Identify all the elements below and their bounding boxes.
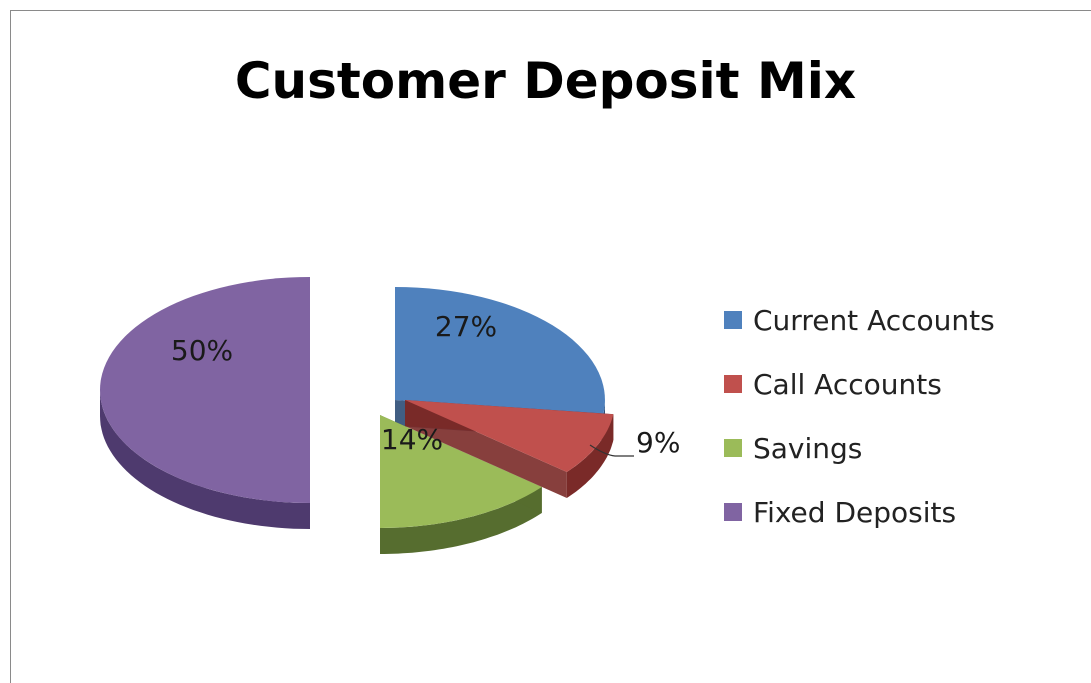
legend-swatch: [724, 311, 742, 329]
data-label: 50%: [171, 334, 233, 367]
legend-label: Fixed Deposits: [753, 495, 957, 529]
legend-item-fixed-deposits: Fixed Deposits: [724, 480, 1084, 544]
pie-slice-savings: [380, 415, 542, 554]
data-label: 14%: [381, 423, 443, 456]
legend-swatch: [724, 375, 742, 393]
legend-swatch: [724, 503, 742, 521]
slice-top: [380, 415, 542, 528]
pie-slice-fixed-deposits: [100, 277, 310, 529]
slice-side: [566, 414, 614, 498]
pie-slice-call-accounts: [405, 400, 614, 499]
slice-cut-face: [405, 400, 567, 499]
legend-item-savings: Savings: [724, 416, 1084, 480]
legend: Current Accounts Call Accounts Savings F…: [724, 288, 1084, 544]
data-label: 9%: [636, 426, 680, 459]
slice-top: [100, 277, 310, 503]
legend-label: Savings: [753, 431, 863, 465]
legend-label: Current Accounts: [753, 303, 995, 337]
legend-item-call-accounts: Call Accounts: [724, 352, 1084, 416]
leader-line: [589, 444, 634, 457]
slice-side: [100, 390, 310, 529]
slice-top: [395, 287, 605, 415]
slice-side: [380, 487, 542, 554]
legend-item-current-accounts: Current Accounts: [724, 288, 1084, 352]
slice-top: [405, 400, 614, 472]
chart-title: Customer Deposit Mix: [234, 52, 857, 110]
data-label: 27%: [435, 310, 497, 343]
legend-label: Call Accounts: [753, 367, 942, 401]
legend-swatch: [724, 439, 742, 457]
